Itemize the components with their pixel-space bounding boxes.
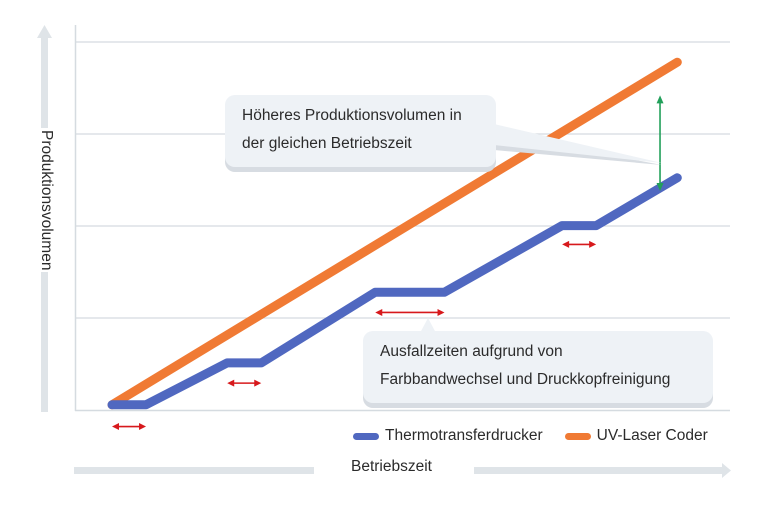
callout-higher-volume: Höheres Produktionsvolumen in der gleich… [225,95,496,167]
downtime-arrow-head-right [139,423,147,431]
x-axis-arrow-left-shaft [74,467,314,474]
callout-downtime: Ausfallzeiten aufgrund von Farbbandwechs… [363,331,713,403]
legend: Thermotransferdrucker UV-Laser Coder [353,427,730,445]
legend-item-thermotransfer: Thermotransferdrucker [353,427,543,445]
callout-higher-volume-tail [494,124,662,163]
downtime-arrow-head-left [112,423,119,431]
callout-tail-layer [420,124,662,333]
downtime-arrow-1 [227,379,262,387]
callout-downtime-line-1: Ausfallzeiten aufgrund von [380,343,563,360]
downtime-arrow-head-right [254,379,262,387]
volume-gap-arrow-head-top [656,95,664,104]
series-layer [107,57,682,410]
grid-layer [75,41,730,319]
callout-higher-volume-line-2: der gleichen Betriebszeit [242,135,412,152]
downtime-arrow-head-left [562,240,570,248]
legend-swatch-uv-laser [564,432,591,440]
x-axis-arrow-right-shaft [474,467,724,474]
volume-gap-arrow [656,95,664,192]
x-axis-label: Betriebszeit [351,458,432,475]
downtime-arrow-head-right [589,240,597,248]
downtime-arrow-0 [112,423,147,431]
volume-gap-arrow-head-bottom [656,183,664,192]
callout-downtime-line-2: Farbbandwechsel und Druckkopfreinigung [380,371,671,388]
legend-label-uv-laser: UV-Laser Coder [596,427,708,444]
downtime-arrow-2 [375,308,445,316]
callout-downtime-tail [420,318,436,333]
downtime-arrow-head-right [437,308,445,316]
marker-layer [112,95,664,431]
legend-swatch-thermotransfer [353,432,379,440]
series-line-uv-laser [107,57,682,410]
downtime-arrow-head-left [227,379,235,387]
legend-item-uv-laser: UV-Laser Coder [564,427,708,445]
legend-label-thermotransfer: Thermotransferdrucker [385,427,543,444]
y-axis-label-container: Produktionsvolumen [33,128,55,293]
y-axis-label: Produktionsvolumen [37,128,55,273]
callout-higher-volume-line-1: Höheres Produktionsvolumen in [242,107,462,124]
y-axis-arrow-head [37,25,52,38]
downtime-arrow-head-left [375,308,383,316]
downtime-arrow-3 [562,240,597,248]
x-axis-arrow-head [722,463,731,478]
